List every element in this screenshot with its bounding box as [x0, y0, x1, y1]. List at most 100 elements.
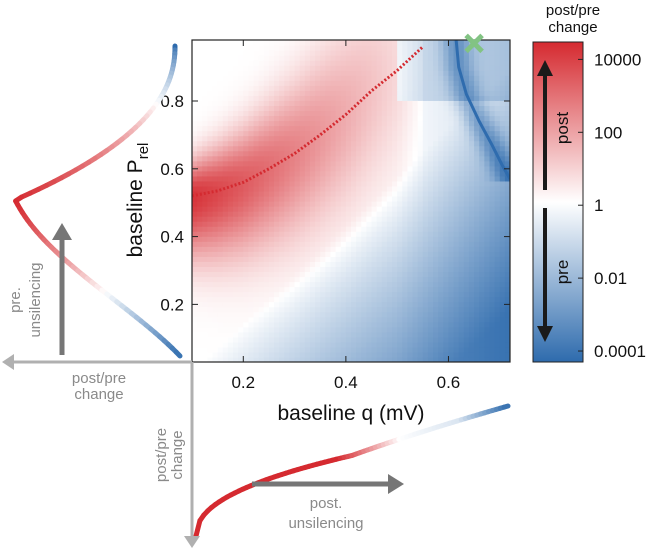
- heatmap-cell: [258, 331, 265, 338]
- heatmap-cell: [412, 140, 419, 147]
- heatmap-cell: [217, 125, 224, 132]
- heatmap-cell: [397, 291, 403, 298]
- heatmap-cell: [309, 216, 316, 222]
- heatmap-cell: [263, 150, 270, 157]
- heatmap-cell: [325, 246, 332, 252]
- heatmap-cell: [345, 206, 352, 212]
- heatmap-cell: [433, 90, 439, 96]
- heatmap-cell: [479, 55, 485, 61]
- heatmap-cell: [397, 256, 403, 262]
- heatmap-cell: [458, 336, 465, 343]
- heatmap-cell: [453, 311, 460, 318]
- heatmap-cell: [468, 216, 475, 222]
- heatmap-cell: [412, 70, 419, 76]
- heatmap-cell: [381, 266, 388, 273]
- heatmap-cell: [248, 85, 255, 91]
- heatmap-cell: [351, 120, 357, 127]
- heatmap-cell: [212, 206, 219, 212]
- heatmap-cell: [504, 120, 510, 127]
- heatmap-cell: [479, 346, 485, 353]
- heatmap-cell: [243, 135, 250, 142]
- heatmap-cell: [381, 251, 388, 257]
- heatmap-cell: [427, 341, 434, 348]
- heatmap-cell: [227, 311, 234, 318]
- heatmap-cell: [335, 50, 342, 56]
- heatmap-cell: [315, 306, 321, 313]
- heatmap-cell: [458, 241, 465, 247]
- heatmap-cell: [233, 185, 239, 192]
- heatmap-cell: [294, 286, 301, 293]
- plot-frame: [191, 39, 511, 363]
- heatmap-cell: [217, 261, 224, 268]
- heatmap-cell: [284, 135, 291, 142]
- heatmap-cell: [279, 70, 285, 76]
- heatmap-cell: [458, 150, 465, 157]
- heatmap-cell: [386, 341, 393, 348]
- heatmap-cell: [330, 95, 337, 101]
- heatmap-cell: [248, 341, 255, 348]
- heatmap-cell: [279, 226, 285, 232]
- heatmap-cell: [427, 256, 434, 262]
- heatmap-cell: [284, 201, 291, 207]
- heatmap-cell: [217, 331, 224, 338]
- heatmap-cell: [222, 336, 229, 343]
- heatmap-cell: [463, 256, 470, 262]
- heatmap-cell: [258, 65, 265, 71]
- heatmap-cell: [294, 110, 301, 117]
- heatmap-cell: [248, 266, 255, 273]
- heatmap-cell: [274, 341, 280, 348]
- heatmap-cell: [381, 206, 388, 212]
- heatmap-cell: [453, 281, 460, 288]
- heatmap-cell: [402, 165, 409, 172]
- heatmap-cell: [427, 206, 434, 212]
- heatmap-cell: [407, 251, 414, 257]
- heatmap-cell: [458, 211, 465, 217]
- heatmap-cell: [438, 50, 444, 56]
- heatmap-cell: [468, 316, 475, 323]
- heatmap-cell: [335, 125, 342, 132]
- heatmap-cell: [284, 351, 291, 358]
- heatmap-cell: [474, 231, 480, 237]
- heatmap-cell: [448, 185, 455, 192]
- heatmap-cell: [268, 175, 275, 182]
- heatmap-cell: [202, 180, 208, 187]
- heatmap-cell: [494, 221, 501, 227]
- heatmap-cell: [325, 321, 332, 328]
- heatmap-cell: [499, 195, 506, 202]
- heatmap-cell: [458, 100, 465, 107]
- heatmap-cell: [227, 100, 234, 107]
- heatmap-cell: [356, 155, 362, 162]
- heatmap-cell: [253, 306, 260, 313]
- heatmap-cell: [443, 165, 450, 172]
- heatmap-cell: [412, 276, 419, 283]
- heatmap-cell: [192, 316, 198, 323]
- heatmap-cell: [248, 226, 255, 232]
- heatmap-cell: [392, 261, 398, 268]
- heatmap-cell: [463, 296, 470, 303]
- heatmap-cell: [484, 150, 491, 157]
- heatmap-cell: [366, 311, 373, 318]
- heatmap-cell: [233, 60, 239, 66]
- heatmap-cell: [366, 211, 373, 217]
- heatmap-cell: [438, 326, 444, 333]
- heatmap-cell: [238, 110, 244, 117]
- heatmap-cell: [335, 140, 342, 147]
- heatmap-cell: [330, 231, 337, 237]
- heatmap-cell: [340, 291, 347, 298]
- heatmap-cell: [258, 140, 265, 147]
- heatmap-cell: [320, 135, 326, 142]
- heatmap-cell: [268, 75, 275, 81]
- heatmap-cell: [443, 226, 450, 232]
- heatmap-cell: [299, 45, 306, 51]
- heatmap-cell: [448, 60, 455, 66]
- heatmap-cell: [366, 185, 373, 192]
- heatmap-cell: [386, 261, 393, 268]
- heatmap-cell: [304, 55, 311, 61]
- heatmap-cell: [335, 346, 342, 353]
- heatmap-cell: [366, 75, 373, 81]
- heatmap-cell: [504, 236, 510, 242]
- heatmap-cell: [304, 160, 311, 167]
- heatmap-cell: [489, 100, 496, 107]
- heatmap-cell: [345, 70, 352, 76]
